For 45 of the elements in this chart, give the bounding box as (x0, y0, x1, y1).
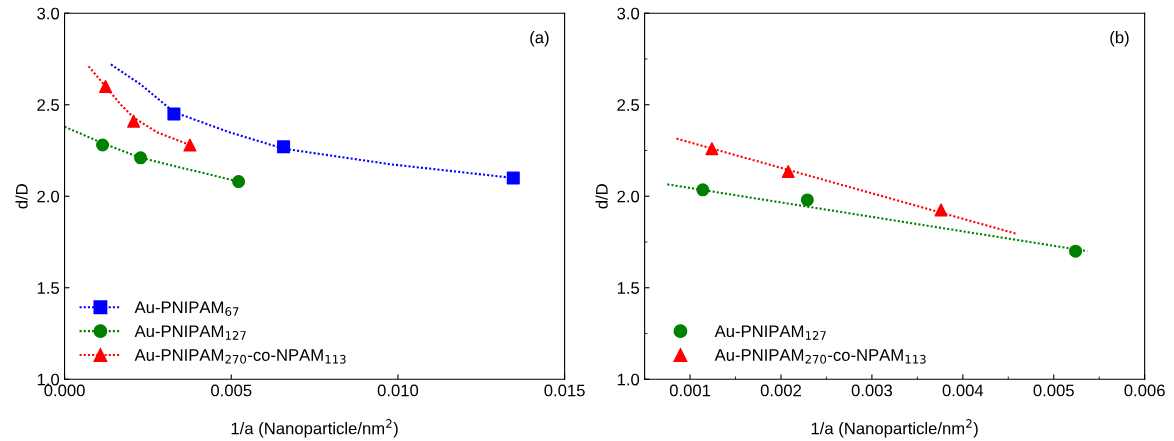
point (781, 165, 795, 179)
x-tick-label: 0.005 (211, 384, 252, 397)
point (99, 79, 113, 93)
y-tick-label: 1.5 (37, 282, 60, 294)
point (1069, 244, 1083, 258)
legend-label: Au-PNIPAM$_{270}$-co-NPAM$_{113}$ (134, 349, 346, 364)
point (96, 138, 110, 152)
point (134, 151, 148, 165)
y-tick-label: 1.0 (617, 373, 640, 386)
x-tick-label: 0.001 (669, 384, 711, 397)
point (232, 175, 246, 189)
y-tick-label: 3.0 (617, 7, 640, 20)
x-tick-label: 0.003 (851, 384, 893, 397)
point (800, 193, 814, 207)
y-axis-title: d/D (15, 184, 28, 209)
point (183, 138, 197, 152)
legend-label: Au-PNIPAM$_{127}$ (134, 325, 246, 340)
x-tick-label: 0.000 (44, 384, 85, 397)
legend-label: Au-PNIPAM$_{67}$ (134, 301, 239, 316)
y-tick-label: 3.0 (37, 7, 60, 20)
x-axis-title: 1/a (Nanoparticle/nm$^{2}$) (231, 419, 398, 438)
y-tick-label: 1.0 (37, 373, 60, 386)
legend-label: Au-PNIPAM$_{270}$-co-NPAM$_{113}$ (714, 349, 926, 364)
point (705, 142, 719, 156)
x-tick-label: 0.015 (544, 384, 585, 397)
x-tick-label: 0.005 (1033, 384, 1074, 397)
y-tick-label: 2.0 (37, 190, 60, 203)
x-tick-label: 0.010 (377, 384, 419, 397)
x-tick-label: 0.002 (760, 384, 802, 397)
legend-label: Au-PNIPAM$_{127}$ (714, 325, 826, 340)
point (277, 140, 291, 154)
point (167, 107, 181, 121)
y-tick-label: 1.5 (617, 282, 640, 294)
y-tick-label: 2.5 (37, 99, 60, 111)
point (127, 114, 141, 128)
annotation: (b) (1110, 31, 1129, 47)
annotation: (a) (530, 31, 549, 47)
x-tick-label: 0.006 (1124, 384, 1165, 397)
y-tick-label: 2.0 (617, 190, 640, 203)
x-tick-label: 0.004 (942, 384, 984, 397)
point (696, 183, 710, 197)
point (506, 171, 520, 185)
y-axis-title: d/D (595, 184, 608, 209)
x-axis-title: 1/a (Nanoparticle/nm$^{2}$) (811, 419, 978, 438)
y-tick-label: 2.5 (617, 99, 640, 111)
